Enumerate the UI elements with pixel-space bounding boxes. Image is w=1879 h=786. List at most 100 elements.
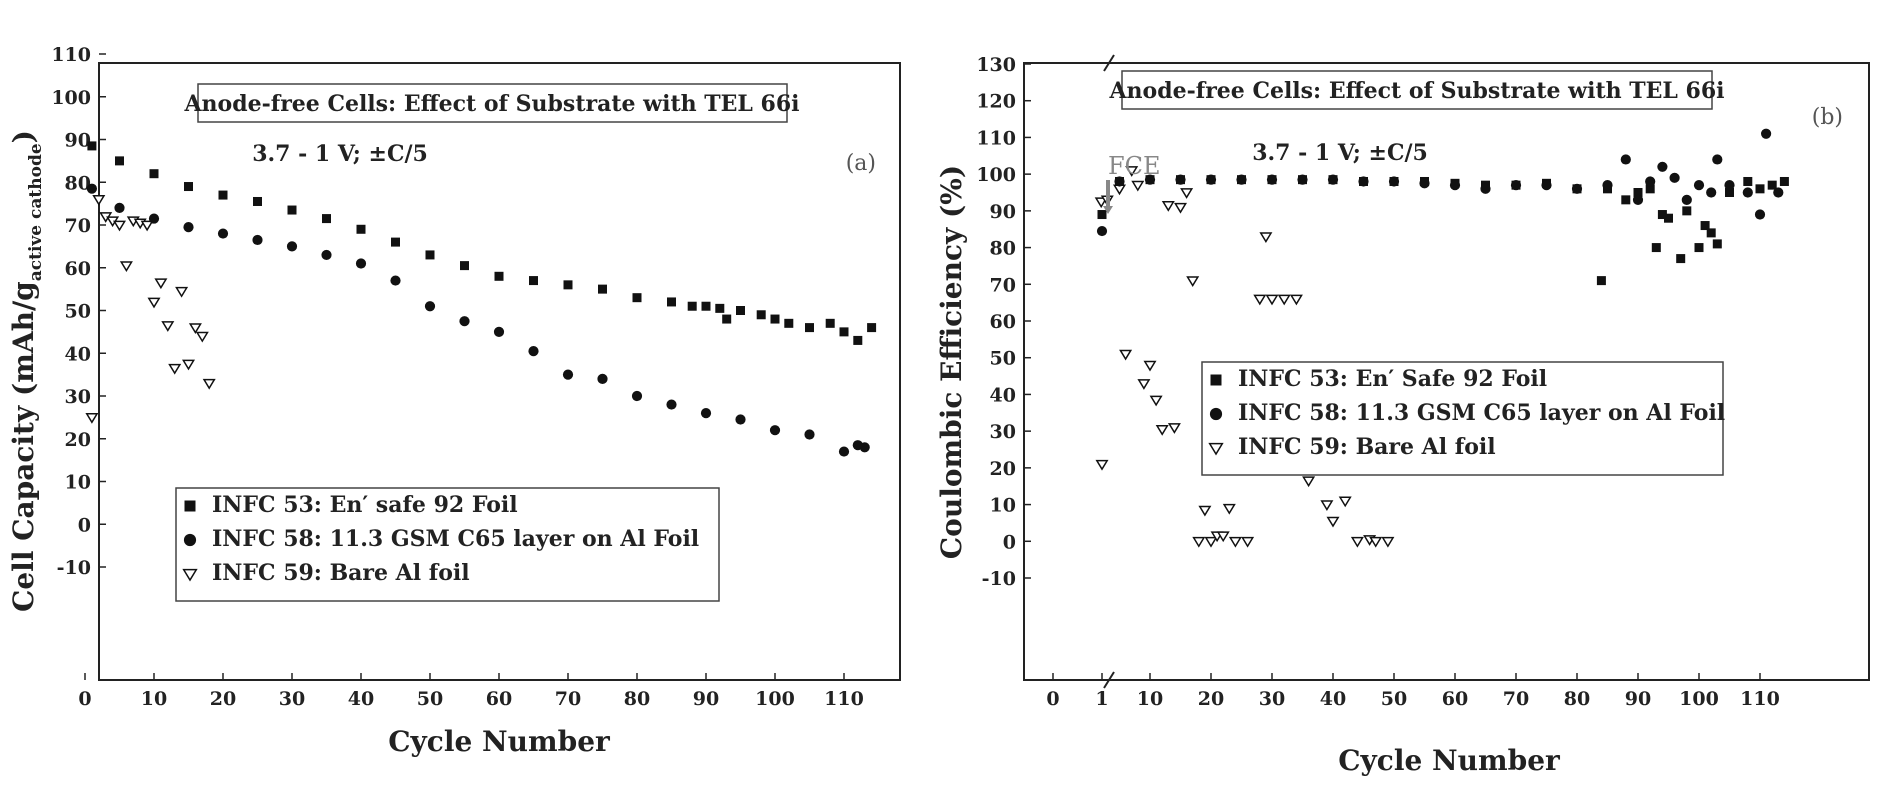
panel-b-y-tick-label: 100 [976,164,1016,186]
panel-b-triangle-down-point [1224,505,1234,514]
panel-a-y-tick-label: 70 [65,215,91,237]
panel-b-triangle-down-point [1151,396,1161,405]
panel-b-x-tick-label: 1 [1095,688,1108,710]
panel-b-circle-point [1657,162,1667,172]
panel-b-triangle-down-point [1163,202,1173,211]
panel-a-square-point [529,276,538,285]
panel-a-square-point [115,156,124,165]
panel-a-x-tick-label: 70 [555,688,581,710]
panel-a-y-tick-label: 110 [51,44,91,66]
panel-b-triangle-down-point [1097,461,1107,470]
panel-b-y-tick-label: 60 [990,311,1016,333]
panel-a-square-point [757,310,766,319]
panel-a-square-point [826,319,835,328]
panel-a-square-point [288,206,297,215]
panel-a-triangle-down-point [197,333,207,342]
panel-a-legend-label: INFC 59: Bare Al foil [212,560,470,586]
panel-b-legend-label: INFC 59: Bare Al foil [1238,434,1496,460]
panel-b-y-tick-label: 40 [990,384,1016,406]
panel-a-square-point [391,238,400,247]
panel-b-triangle-down-point [1139,380,1149,389]
panel-b-legend-circle-icon [1210,408,1222,420]
panel-a-legend-label: INFC 58: 11.3 GSM C65 layer on Al Foil [212,526,699,552]
panel-b-triangle-down-point [1169,424,1179,433]
panel-a-triangle-down-point [87,414,97,423]
panel-b-fce-annotation: FCE [1108,152,1161,180]
panel-a-circle-point [528,346,538,356]
panel-a-x-tick-label: 50 [417,688,443,710]
panel-b-label: (b) [1812,105,1843,130]
panel-b-triangle-down-point [1230,538,1240,547]
panel-a-triangle-down-point [163,322,173,331]
panel-b-square-point [1768,181,1777,190]
panel-a-x-axis-title: Cycle Number [388,725,611,758]
panel-a-legend-square-icon [185,501,196,512]
panel-b-x-tick-label: 50 [1381,688,1407,710]
panel-b-triangle-down-point [1352,538,1362,547]
panel-a-triangle-down-point [204,380,214,389]
panel-b-circle-point [1712,154,1722,164]
panel-a-x-tick-label: 30 [279,688,305,710]
panel-a-y-axis-title: Cell Capacity (mAh/gactive cathode) [7,130,46,612]
panel-b-y-tick-label: 0 [1003,531,1016,553]
panel-a-square-point [688,302,697,311]
panel-a-y-tick-label: 30 [65,386,91,408]
panel-a-square-point [495,272,504,281]
panel-b-triangle-down-point [1200,506,1210,515]
panel-b-triangle-down-point [1145,361,1155,370]
panel-a-circle-point [735,414,745,424]
panel-a-triangle-down-point [149,298,159,307]
panel-b-circle-point [1755,209,1765,219]
panel-a-data-points [87,141,876,529]
panel-a-circle-point [770,425,780,435]
panel-b-triangle-down-point [1261,233,1271,242]
panel-b-circle-point [1511,180,1521,190]
panel-b-x-tick-label: 80 [1564,688,1590,710]
panel-a-square-point [357,225,366,234]
panel-b-circle-point [1572,184,1582,194]
panel-b-y-tick-label: 90 [990,201,1016,223]
panel-a-square-point [722,315,731,324]
panel-a-triangle-down-point [121,262,131,271]
panel-a-y-tick-label: 80 [65,172,91,194]
panel-a-y-tick-label: -10 [57,557,91,579]
panel-b-circle-point [1694,180,1704,190]
panel-a-circle-point [563,370,573,380]
panel-a-square-point [564,280,573,289]
panel-b-y-tick-label: 80 [990,238,1016,260]
panel-a-circle-point [321,250,331,260]
panel-a-legend-circle-icon [184,534,196,546]
panel-a-circle-point [183,222,193,232]
panel-b-x-tick-label: 110 [1740,688,1780,710]
panel-a-y-tick-label: 100 [51,87,91,109]
panel-a-square-point [805,323,814,332]
panel-a-circle-point [218,228,228,238]
panel-b-triangle-down-point [1255,295,1265,304]
panel-a-subtitle: 3.7 - 1 V; ±C/5 [252,141,428,167]
panel-a-triangle-down-point [156,279,166,288]
panel-a-triangle-down-point [176,288,186,297]
panel-a-y-tick-label: 0 [78,514,91,536]
panel-a-x-tick-label: 40 [348,688,374,710]
panel-b-circle-point [1670,173,1680,183]
panel-b-triangle-down-point [1188,277,1198,286]
panel-b-triangle-down-point [1371,538,1381,547]
panel-a-y-axis-title-main: Cell Capacity (mAh/g [7,281,40,612]
panel-b-square-point [1743,177,1752,186]
panel-a-x-tick-label: 80 [624,688,650,710]
panel-b-triangle-down-point [1340,497,1350,506]
panel-b-circle-point [1724,180,1734,190]
panel-b-circle-point [1541,180,1551,190]
panel-b-x-tick-label: 60 [1442,688,1468,710]
panel-b-y-tick-label: 70 [990,274,1016,296]
panel-a-x-tick-label: 60 [486,688,512,710]
panel-b-triangle-down-point [1267,295,1277,304]
panel-a-x-tick-label: 0 [78,688,91,710]
panel-a-square-point [253,197,262,206]
panel-b-legend-label: INFC 53: En′ Safe 92 Foil [1238,366,1547,392]
panel-b-circle-point [1389,176,1399,186]
panel-a-x-tick-label: 20 [210,688,236,710]
panel-a-square-point [633,293,642,302]
panel-b-y-axis-title: Coulombic Efficiency (%) [935,165,968,559]
panel-a-y-tick-label: 10 [65,472,91,494]
